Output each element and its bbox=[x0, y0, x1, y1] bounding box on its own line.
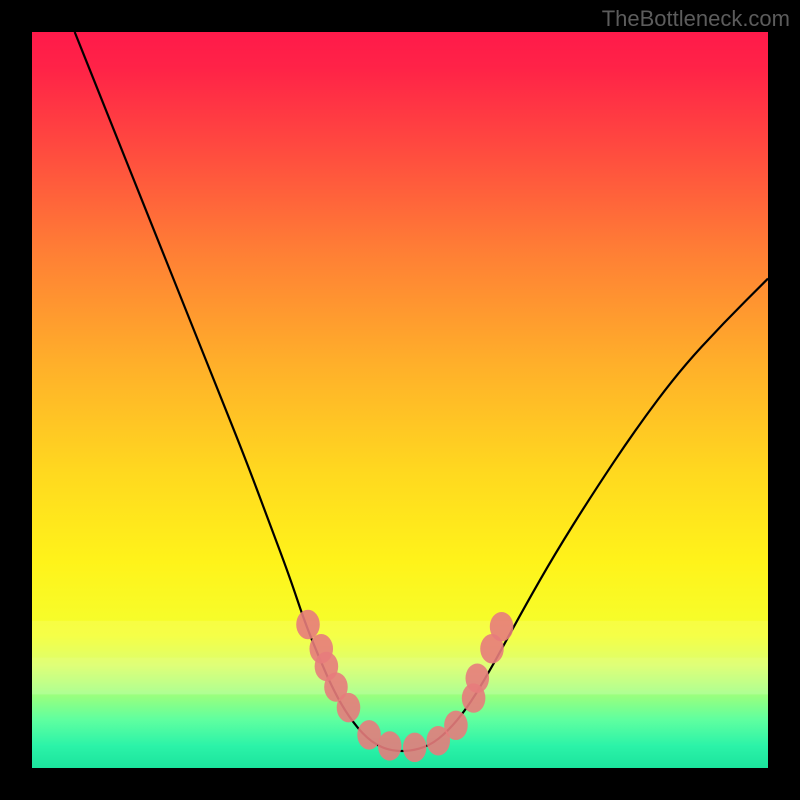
pink-markers bbox=[296, 610, 513, 762]
haze-bands bbox=[32, 621, 768, 695]
chart-outer: TheBottleneck.com bbox=[0, 0, 800, 800]
v-curve bbox=[75, 32, 768, 751]
chart-svg bbox=[0, 0, 800, 800]
plot-background bbox=[32, 32, 768, 768]
watermark-text: TheBottleneck.com bbox=[602, 6, 790, 32]
